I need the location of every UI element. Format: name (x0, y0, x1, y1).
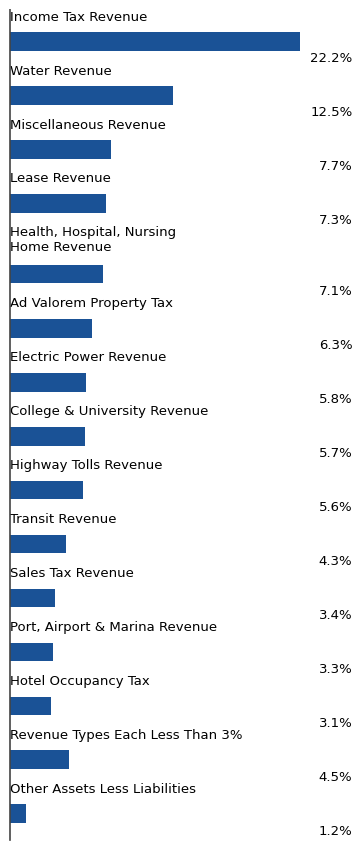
Bar (10, 696, 51, 715)
Bar (10, 86, 174, 105)
Text: 7.3%: 7.3% (319, 214, 352, 227)
Text: 7.7%: 7.7% (319, 161, 352, 174)
Bar (10, 805, 26, 823)
Text: 5.6%: 5.6% (319, 501, 352, 514)
Bar (10, 265, 103, 283)
Text: 4.3%: 4.3% (319, 555, 352, 568)
Text: Income Tax Revenue: Income Tax Revenue (10, 10, 148, 23)
Text: Water Revenue: Water Revenue (10, 64, 112, 77)
Bar (10, 751, 69, 769)
Bar (10, 319, 93, 338)
Text: 12.5%: 12.5% (310, 106, 352, 119)
Text: 5.7%: 5.7% (319, 447, 352, 460)
Text: 3.3%: 3.3% (319, 662, 352, 675)
Text: Highway Tolls Revenue: Highway Tolls Revenue (10, 459, 163, 472)
Text: 3.4%: 3.4% (319, 608, 352, 621)
Bar (10, 373, 86, 391)
Text: College & University Revenue: College & University Revenue (10, 405, 208, 418)
Text: 1.2%: 1.2% (319, 825, 352, 838)
Text: 22.2%: 22.2% (310, 52, 352, 65)
Bar (10, 589, 55, 608)
Bar (10, 194, 105, 213)
Bar (10, 32, 300, 51)
Text: Other Assets Less Liabilities: Other Assets Less Liabilities (10, 783, 196, 796)
Text: Hotel Occupancy Tax: Hotel Occupancy Tax (10, 675, 150, 688)
Bar (10, 427, 85, 445)
Bar (10, 642, 53, 661)
Text: Lease Revenue: Lease Revenue (10, 173, 111, 186)
Text: Revenue Types Each Less Than 3%: Revenue Types Each Less Than 3% (10, 729, 243, 742)
Text: 5.8%: 5.8% (319, 393, 352, 406)
Text: Transit Revenue: Transit Revenue (10, 513, 117, 526)
Bar (10, 535, 66, 554)
Text: 6.3%: 6.3% (319, 339, 352, 352)
Text: Electric Power Revenue: Electric Power Revenue (10, 352, 167, 365)
Text: Port, Airport & Marina Revenue: Port, Airport & Marina Revenue (10, 621, 217, 634)
Text: Miscellaneous Revenue: Miscellaneous Revenue (10, 119, 166, 132)
Bar (10, 140, 111, 159)
Text: 7.1%: 7.1% (319, 285, 352, 298)
Bar (10, 481, 83, 499)
Text: 3.1%: 3.1% (319, 717, 352, 730)
Text: 4.5%: 4.5% (319, 771, 352, 784)
Text: Health, Hospital, Nursing
Home Revenue: Health, Hospital, Nursing Home Revenue (10, 227, 176, 254)
Text: Ad Valorem Property Tax: Ad Valorem Property Tax (10, 298, 173, 311)
Text: Sales Tax Revenue: Sales Tax Revenue (10, 567, 134, 580)
